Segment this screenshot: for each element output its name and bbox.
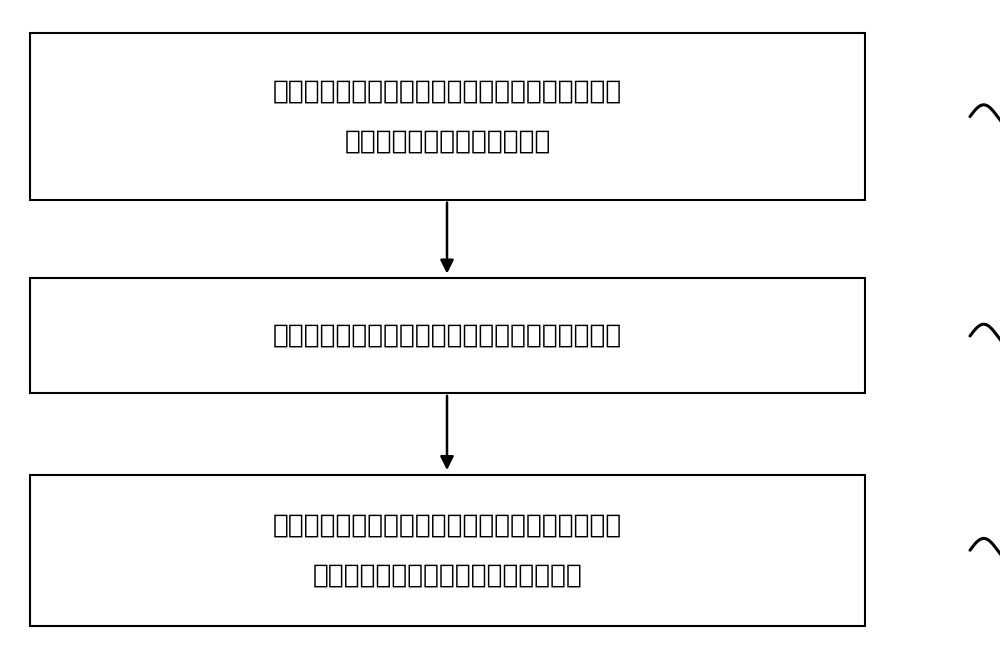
Text: 根据模拟驾驶输入信息集确定模拟车辆行驶状态集: 根据模拟驾驶输入信息集确定模拟车辆行驶状态集 [273,323,622,348]
Text: 获取预设时间内车辆的实际车辆行驶状态集，以及: 获取预设时间内车辆的实际车辆行驶状态集，以及 [273,79,622,104]
FancyBboxPatch shape [30,475,865,626]
FancyBboxPatch shape [30,278,865,393]
Text: 根据比较结果控制车辆进行控制权切换: 根据比较结果控制车辆进行控制权切换 [313,562,582,588]
FancyBboxPatch shape [30,33,865,200]
Text: 副驾驶的模拟驾驶输入信息集: 副驾驶的模拟驾驶输入信息集 [344,128,551,154]
Text: 比较实际车辆行驶状态集与模拟车辆行驶状态集，: 比较实际车辆行驶状态集与模拟车辆行驶状态集， [273,512,622,538]
